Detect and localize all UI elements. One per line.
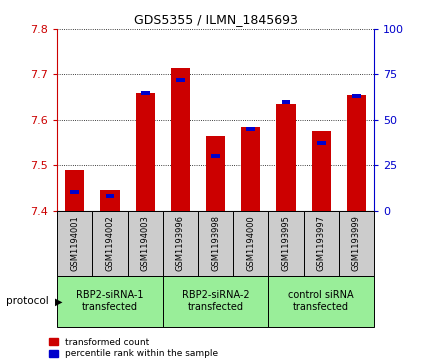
Text: ▶: ▶: [55, 296, 62, 306]
Bar: [100, 190, 120, 211]
Bar: [106, 194, 114, 198]
Bar: [241, 127, 260, 211]
Bar: [312, 131, 331, 211]
Text: protocol: protocol: [6, 296, 48, 306]
Bar: [70, 190, 79, 195]
Bar: [176, 78, 185, 82]
Text: GSM1193996: GSM1193996: [176, 215, 185, 271]
Bar: [141, 90, 150, 95]
Bar: [282, 99, 290, 104]
Bar: [317, 141, 326, 146]
Bar: [246, 127, 255, 131]
Text: GSM1194001: GSM1194001: [70, 215, 79, 271]
Text: GSM1194003: GSM1194003: [141, 215, 150, 271]
Text: RBP2-siRNA-1
transfected: RBP2-siRNA-1 transfected: [76, 290, 144, 312]
Bar: [347, 95, 366, 211]
Text: RBP2-siRNA-2
transfected: RBP2-siRNA-2 transfected: [182, 290, 249, 312]
Bar: [171, 68, 190, 211]
Legend: transformed count, percentile rank within the sample: transformed count, percentile rank withi…: [48, 338, 218, 359]
Text: GSM1194000: GSM1194000: [246, 215, 255, 271]
Text: GSM1193998: GSM1193998: [211, 215, 220, 271]
Bar: [276, 104, 296, 211]
Bar: [352, 94, 361, 98]
Bar: [65, 170, 84, 211]
Text: GSM1194002: GSM1194002: [106, 215, 114, 271]
Bar: [211, 154, 220, 158]
Text: GSM1193999: GSM1193999: [352, 215, 361, 271]
Title: GDS5355 / ILMN_1845693: GDS5355 / ILMN_1845693: [134, 13, 297, 26]
Text: control siRNA
transfected: control siRNA transfected: [288, 290, 354, 312]
Text: GSM1193995: GSM1193995: [282, 215, 290, 271]
Text: GSM1193997: GSM1193997: [317, 215, 326, 271]
Bar: [206, 136, 225, 211]
Bar: [136, 93, 155, 211]
